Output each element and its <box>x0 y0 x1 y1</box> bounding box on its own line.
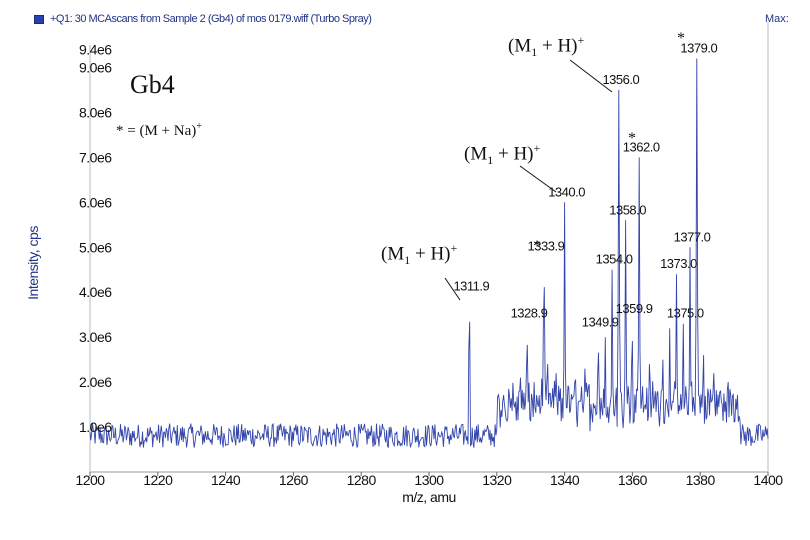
x-axis-title: m/z, amu <box>402 489 456 505</box>
ion-label-sub: 1 <box>531 45 538 60</box>
peak-label: 1333.9 <box>528 238 565 253</box>
leader-line <box>569 59 613 93</box>
x-tick-label: 1220 <box>143 472 173 488</box>
compound-label: Gb4 <box>130 70 175 99</box>
peak-label: 1328.9 <box>511 306 548 321</box>
y-tick-label: 5.0e6 <box>79 239 112 255</box>
legend-note-sup: + <box>196 121 202 132</box>
ion-label-1340: (M1 + H)+ <box>464 141 540 168</box>
legend-note-text: * = (M + Na) <box>116 123 197 139</box>
y-tick-label: 6.0e6 <box>79 194 112 210</box>
peak-labels: 1311.9 1328.9 1333.9 1340.0 1349.9 1354.0 1356… <box>453 40 718 330</box>
x-tick-label: 1240 <box>211 472 241 488</box>
y-tick-label: 1.0e6 <box>79 419 112 435</box>
peak-label: 1359.9 <box>616 301 653 316</box>
series-marker-icon <box>34 15 44 24</box>
peak-label: 1362.0 <box>623 139 660 154</box>
y-axis-ticks: 1.0e6 2.0e6 3.0e6 4.0e6 5.0e6 6.0e6 7.0e6 8.0e6… <box>79 41 113 435</box>
ion-label-text: (M <box>464 143 488 165</box>
peak-label: 1340.0 <box>548 184 585 199</box>
ion-label-1311: (M1 + H)+ <box>381 241 457 268</box>
x-tick-label: 1360 <box>618 472 648 488</box>
peak-label: 1356.0 <box>602 72 639 87</box>
legend-note: * = (M + Na)+ <box>116 121 202 140</box>
ion-label-sup: + <box>450 241 458 255</box>
peak-label: 1373.0 <box>660 256 697 271</box>
x-tick-label: 1340 <box>550 472 580 488</box>
ion-label-1356: (M1 + H)+ <box>508 33 584 60</box>
x-tick-label: 1300 <box>414 472 444 488</box>
ion-label-sup: + <box>533 141 541 155</box>
leader-line <box>519 165 557 193</box>
y-tick-label: 7.0e6 <box>79 149 112 165</box>
scan-header: +Q1: 30 MCAscans from Sample 2 (Gb4) of … <box>0 0 810 40</box>
ion-label-text: + H) <box>537 35 578 57</box>
peak-label: 1375.0 <box>667 306 704 321</box>
y-tick-label: 4.0e6 <box>79 284 112 300</box>
ion-label-sub: 1 <box>404 253 411 268</box>
ion-label-text: (M <box>381 243 405 265</box>
scan-title: +Q1: 30 MCAscans from Sample 2 (Gb4) of … <box>50 13 372 25</box>
peak-label: 1354.0 <box>596 252 633 267</box>
x-tick-label: 1320 <box>482 472 512 488</box>
ion-label-sub: 1 <box>487 153 494 168</box>
peak-label: 1379.0 <box>680 40 717 55</box>
x-tick-label: 1280 <box>347 472 377 488</box>
ion-label-sup: + <box>577 33 585 47</box>
star-1333: * <box>533 238 541 255</box>
peak-label: 1358.0 <box>609 202 646 217</box>
x-tick-label: 1260 <box>279 472 309 488</box>
y-tick-label: 9.0e6 <box>79 59 112 75</box>
x-tick-label: 1380 <box>686 472 716 488</box>
peak-label: 1349.9 <box>582 315 619 330</box>
spectrum-trace <box>89 58 769 449</box>
y-tick-label: 2.0e6 <box>79 374 112 390</box>
x-tick-label: 1200 <box>75 472 105 488</box>
leader-line <box>444 277 461 301</box>
ion-label-text: + H) <box>493 143 534 165</box>
star-1362: * <box>628 130 636 147</box>
x-axis-ticks: 1200 1220 1240 1260 1280 1300 1320 1340 1360 1380… <box>75 472 784 505</box>
y-axis-title: Intensity, cps <box>24 226 41 300</box>
max-label: Max: <box>765 13 789 25</box>
ion-label-text: + H) <box>410 243 451 265</box>
star-1379: * <box>677 30 685 47</box>
ion-label-text: (M <box>508 35 532 57</box>
annotation-leaders <box>444 59 613 301</box>
x-tick-label: 1400 <box>753 472 783 488</box>
spectrum-line <box>89 58 769 449</box>
y-tick-label: 9.4e6 <box>79 41 112 57</box>
y-tick-label: 3.0e6 <box>79 329 112 345</box>
y-tick-label: 8.0e6 <box>79 104 112 120</box>
peak-label: 1377.0 <box>674 229 711 244</box>
peak-label: 1311.9 <box>453 279 489 294</box>
